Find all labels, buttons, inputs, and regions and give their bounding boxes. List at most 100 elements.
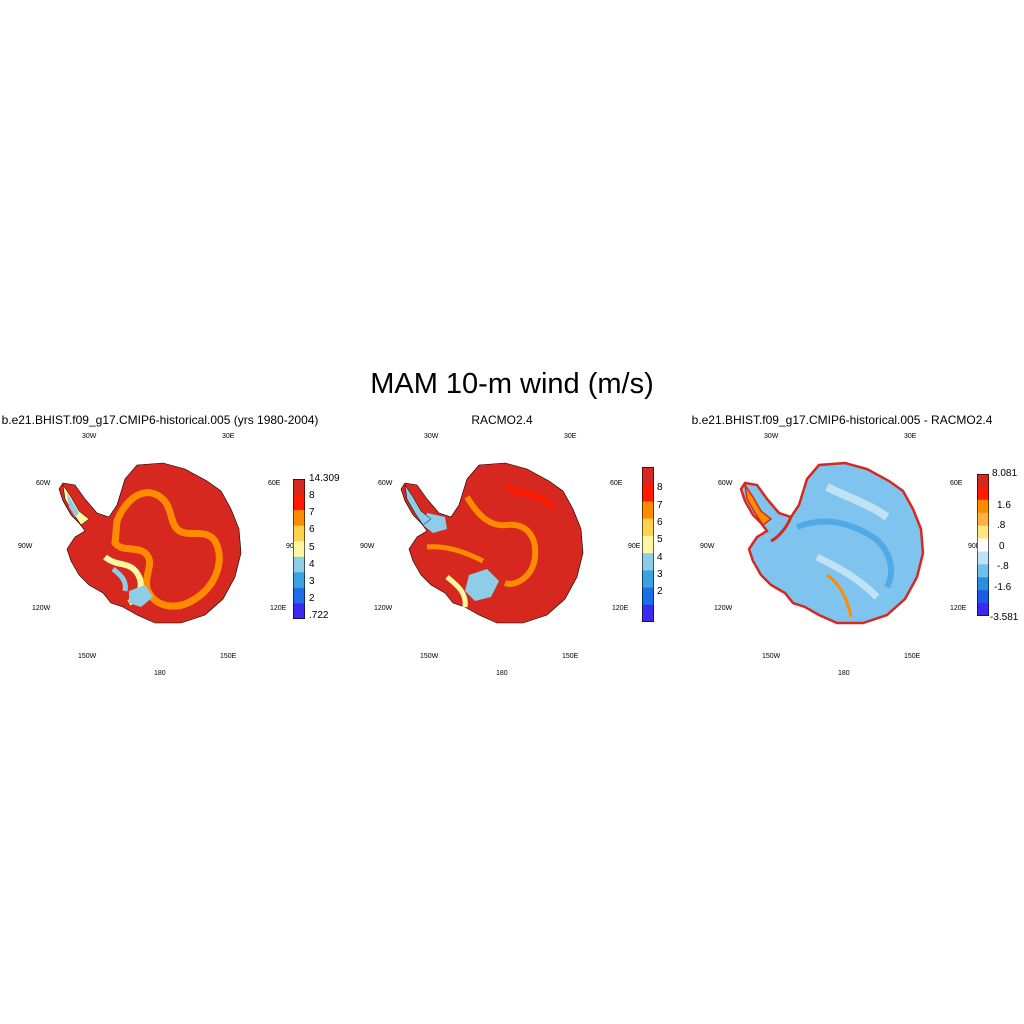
colorbar-border: [642, 467, 654, 622]
colorbar: [977, 474, 989, 616]
colorbar-swatch: [642, 553, 654, 571]
lon-label-150e: 150E: [562, 653, 579, 660]
colorbar-label: -3.581: [990, 612, 1019, 623]
colorbar-label: 14.309: [309, 473, 340, 484]
antarctica-map: [739, 461, 925, 625]
lon-label-30e: 30E: [222, 433, 235, 440]
colorbar-swatch: [293, 587, 305, 604]
colorbar-swatch: [642, 484, 654, 502]
colorbar-label: 8: [657, 482, 663, 493]
field-band-lightblue: [825, 483, 890, 521]
lon-label-120e: 120E: [950, 605, 967, 612]
lon-label-60e: 60E: [268, 480, 281, 487]
lon-label-30w: 30W: [82, 433, 97, 440]
colorbar-label: 5: [657, 534, 663, 545]
colorbar-swatch: [642, 604, 654, 622]
ice-shelf-ross: [129, 585, 153, 607]
lon-label-180: 180: [154, 670, 166, 677]
panel-title: b.e21.BHIST.f09_g17.CMIP6-historical.005…: [1, 413, 319, 427]
colorbar-label: 3: [657, 569, 663, 580]
ice-shelf-ross: [465, 569, 499, 601]
lon-label-120w: 120W: [714, 605, 733, 612]
lon-label-150e: 150E: [904, 653, 921, 660]
lon-label-30w: 30W: [424, 433, 439, 440]
colorbar-label: 6: [657, 517, 663, 528]
lon-label-90e: 90E: [286, 543, 299, 550]
colorbar-swatch: [977, 577, 989, 591]
field-band-coast-red: [770, 516, 793, 543]
colorbar-label: 2: [657, 586, 663, 597]
panel-racmo: RACMO2.4 30W 30E 60W 60E 90W 90E 120W 12…: [332, 412, 672, 682]
colorbar-swatch: [642, 535, 654, 554]
colorbar-label: 8.081: [992, 468, 1018, 479]
colorbar-label: 6: [309, 524, 315, 535]
colorbar-swatch: [293, 541, 305, 558]
colorbar-label: 2: [309, 593, 315, 604]
field-band-orange2: [426, 544, 485, 564]
colorbar-swatch: [977, 512, 989, 527]
lon-label-150w: 150W: [78, 653, 97, 660]
field-band-coast-orange: [826, 573, 853, 618]
colorbar-label: -1.6: [994, 582, 1012, 593]
colorbar-label: 7: [309, 507, 315, 518]
field-band-lightblue2: [815, 553, 880, 600]
lon-label-90w: 90W: [700, 543, 715, 550]
colorbar-swatch: [293, 603, 305, 619]
colorbar-border: [977, 474, 989, 616]
lon-label-60w: 60W: [378, 480, 393, 487]
lon-label-120w: 120W: [374, 605, 393, 612]
colorbar-swatch: [293, 572, 305, 589]
colorbar-swatch: [977, 551, 989, 565]
colorbar-swatch: [977, 486, 989, 501]
peninsula-blue: [67, 493, 79, 517]
lon-label-60e: 60E: [950, 480, 963, 487]
lon-label-60e: 60E: [610, 480, 623, 487]
colorbar-swatch: [977, 499, 989, 514]
lon-label-180: 180: [496, 670, 508, 677]
lon-label-120w: 120W: [32, 605, 51, 612]
peninsula-light: [62, 484, 90, 526]
lon-label-90w: 90W: [360, 543, 375, 550]
colorbar-label: .722: [309, 610, 329, 621]
lon-label-150w: 150W: [762, 653, 781, 660]
colorbar-label: 8: [309, 490, 315, 501]
lon-label-150w: 150W: [420, 653, 439, 660]
colorbar-label: 4: [309, 559, 315, 570]
colorbar-swatch: [293, 525, 305, 542]
colorbar-swatch: [293, 479, 305, 496]
colorbar-swatch: [293, 494, 305, 511]
lon-label-60w: 60W: [718, 480, 733, 487]
continent-shape: [739, 461, 925, 625]
colorbar-swatch: [977, 525, 989, 540]
colorbar-label: 7: [657, 500, 663, 511]
colorbar-swatch: [977, 538, 989, 552]
lon-label-90w: 90W: [18, 543, 33, 550]
colorbar: [642, 467, 654, 622]
colorbar-label: 0: [999, 541, 1005, 552]
colorbar-swatch: [977, 564, 989, 578]
peninsula-light: [404, 484, 432, 526]
field-band-secondary: [505, 484, 556, 510]
colorbar-swatch: [642, 570, 654, 589]
colorbar-swatch: [642, 467, 654, 485]
lon-label-30e: 30E: [564, 433, 577, 440]
lon-label-120e: 120E: [612, 605, 629, 612]
colorbar-swatch: [977, 603, 989, 616]
colorbar-swatch: [642, 518, 654, 537]
colorbar-label: 4: [657, 552, 663, 563]
panel-difference: b.e21.BHIST.f09_g17.CMIP6-historical.005…: [672, 412, 1019, 682]
lon-label-150e: 150E: [220, 653, 237, 660]
panel-title: RACMO2.4: [471, 413, 533, 427]
lon-label-90e: 90E: [968, 543, 981, 550]
field-band-darkblue: [795, 518, 894, 589]
colorbar-swatch: [977, 474, 989, 488]
colorbar-swatch: [642, 587, 654, 606]
continent-shape: [58, 462, 242, 624]
lon-label-180: 180: [838, 670, 850, 677]
colorbar: [293, 479, 305, 619]
lon-label-30w: 30W: [764, 433, 779, 440]
colorbar-swatch: [642, 501, 654, 520]
panel-title: b.e21.BHIST.f09_g17.CMIP6-historical.005…: [691, 413, 993, 427]
figure-title: MAM 10-m wind (m/s): [370, 368, 654, 400]
colorbar-label: 1.6: [997, 500, 1011, 511]
